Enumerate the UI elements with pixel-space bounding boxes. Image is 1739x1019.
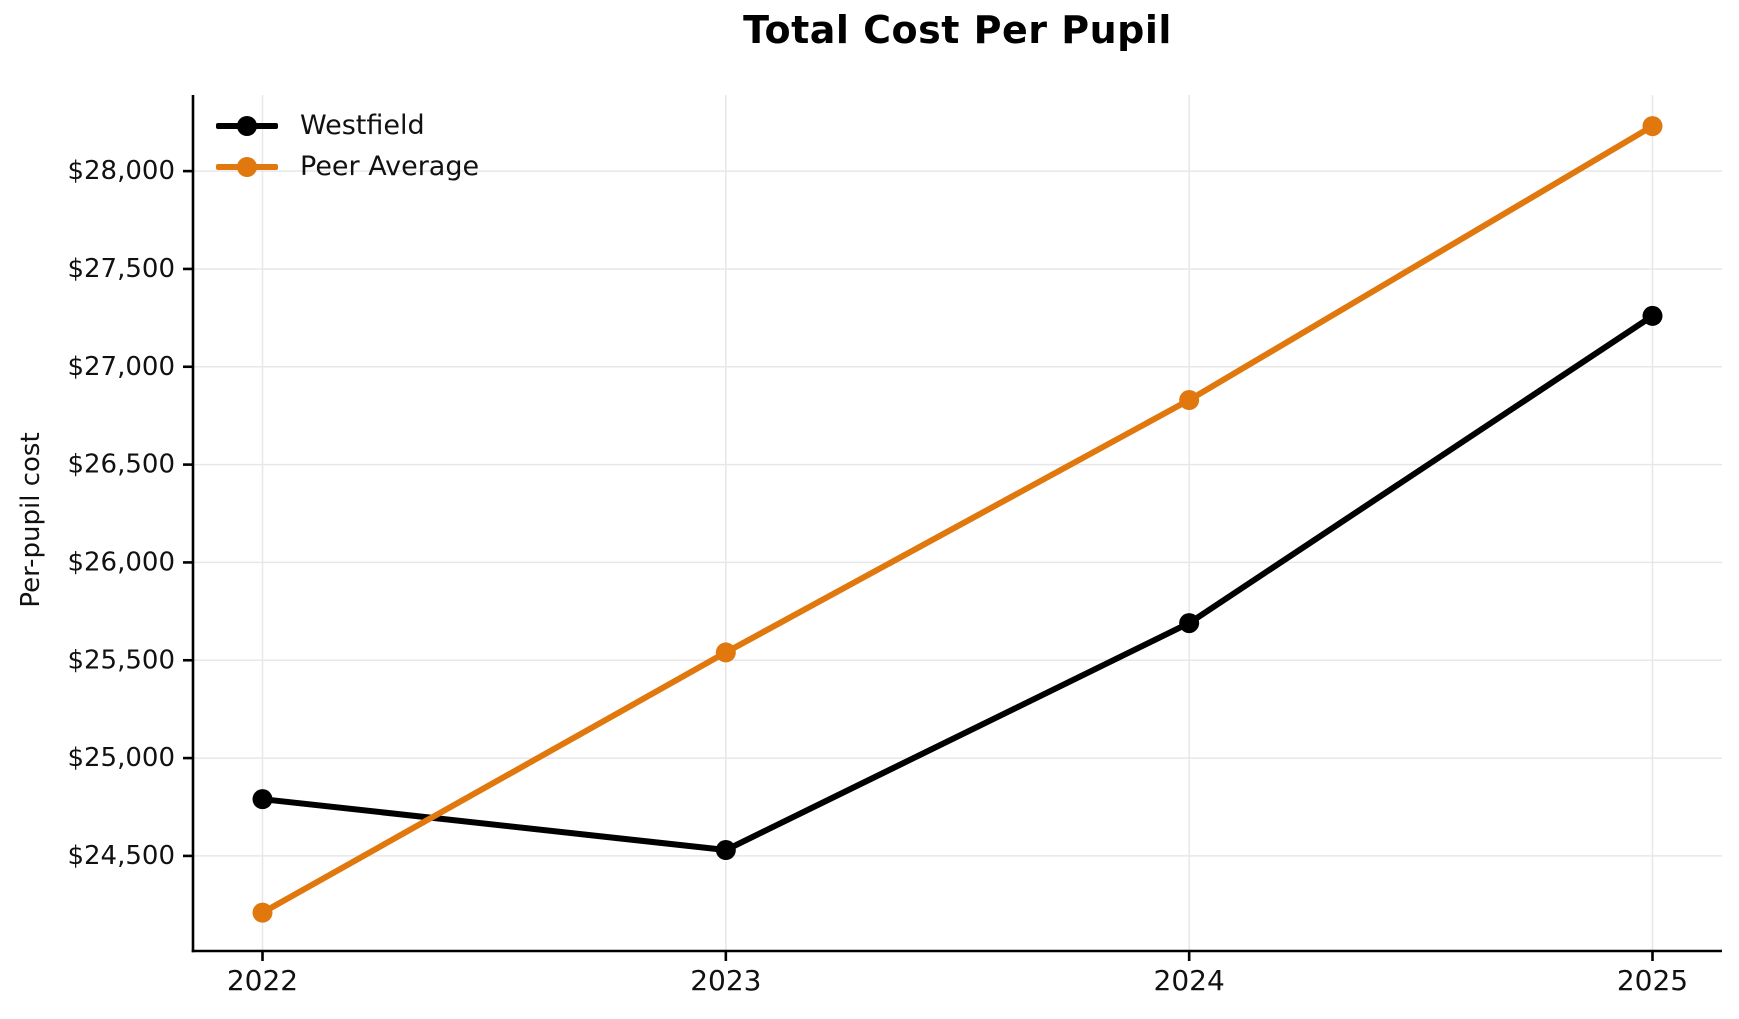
data-point-peer-average-2023 (715, 642, 736, 663)
chart-title: Total Cost Per Pupil (743, 8, 1172, 52)
data-point-peer-average-2025 (1642, 116, 1663, 137)
y-tick-label: $27,000 (67, 352, 175, 382)
data-point-peer-average-2024 (1179, 390, 1200, 411)
legend-marker-peer-average (237, 156, 257, 177)
data-point-westfield-2025 (1642, 305, 1663, 326)
data-point-westfield-2023 (715, 840, 736, 861)
y-tick-label: $27,500 (67, 254, 175, 284)
data-point-westfield-2024 (1179, 613, 1200, 634)
x-tick-label-2023: 2023 (690, 964, 761, 997)
legend: Westfield Peer Average (216, 105, 479, 187)
legend-label-peer-average: Peer Average (300, 151, 480, 182)
data-point-westfield-2022 (252, 789, 273, 810)
x-tick-label-2022: 2022 (227, 964, 298, 997)
y-tick-label: $25,500 (67, 645, 175, 675)
series-line-peer-average (261, 123, 1655, 916)
legend-marker-westfield (237, 115, 257, 136)
legend-label-westfield: Westfield (300, 110, 425, 141)
y-tick-label: $26,000 (67, 547, 175, 577)
x-tick-label-2024: 2024 (1154, 964, 1225, 997)
legend-item-peer-average: Peer Average (216, 146, 479, 187)
series-line-westfield (262, 313, 1655, 854)
data-point-peer-average-2022 (252, 902, 273, 923)
legend-line-sample-peer-average (216, 156, 278, 177)
x-tick-label-2025: 2025 (1617, 964, 1688, 997)
y-tick-label: $26,500 (67, 450, 175, 480)
y-tick-label: $24,500 (67, 841, 175, 871)
y-tick-label: $28,000 (67, 156, 175, 186)
legend-item-westfield: Westfield (216, 105, 479, 146)
legend-line-sample-westfield (216, 115, 278, 136)
y-tick-label: $25,000 (67, 743, 175, 773)
